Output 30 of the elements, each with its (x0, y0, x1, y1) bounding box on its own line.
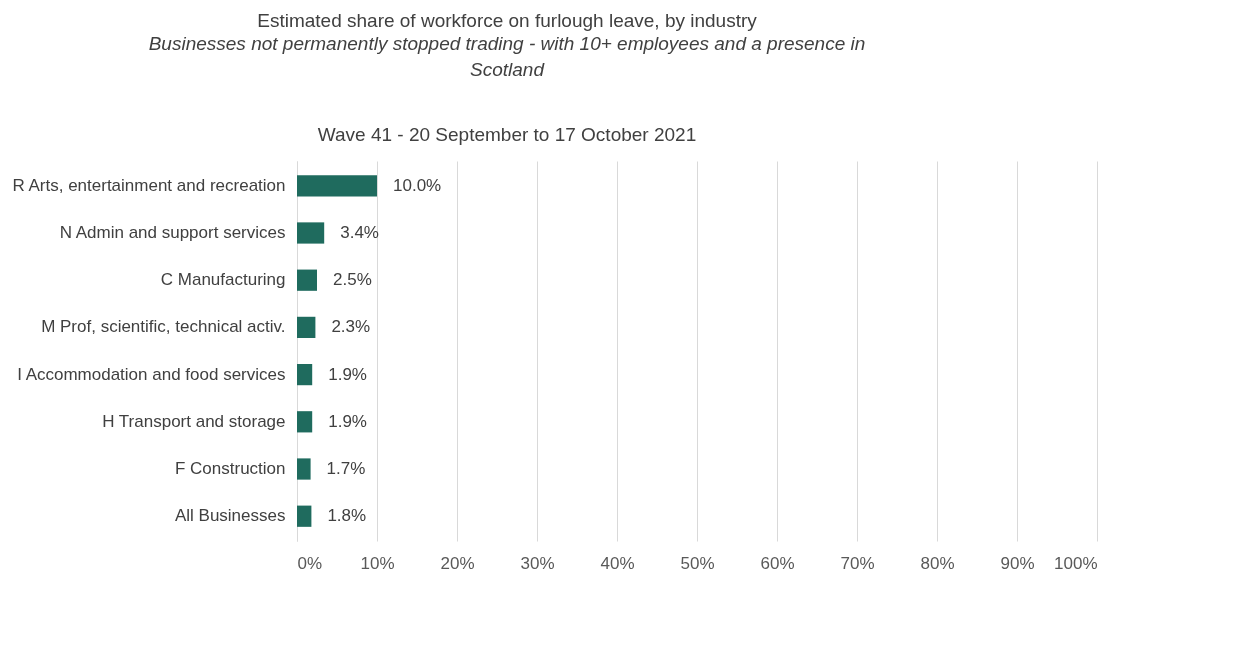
y-tick-label: All Businesses (174, 506, 286, 526)
x-tick-label: 80% (920, 553, 955, 573)
data-label: 3.4% (340, 222, 379, 242)
x-tick-label: 40% (600, 553, 635, 573)
data-label: 1.8% (327, 506, 367, 526)
y-tick-label: M Prof, scientific, technical activ. (41, 317, 286, 337)
y-tick-label: R Arts, entertainment and recreation (12, 175, 286, 195)
x-tick-label: 10% (360, 553, 395, 573)
y-tick-label: F Construction (174, 459, 286, 479)
data-label: 10.0% (393, 175, 442, 195)
x-tick-label: 50% (680, 553, 715, 573)
x-tick-label: 60% (760, 553, 795, 573)
chart-subtitle: Businesses not permanently stopped trading - with 10+ employees and a presence in Scotland (148, 33, 866, 80)
data-label: 2.5% (333, 270, 372, 290)
chart-title: Estimated share of workforce on furlough leave, by industry (257, 10, 758, 31)
x-tick-label: 20% (440, 553, 475, 573)
x-tick-label: 100% (1054, 553, 1098, 573)
data-label: 1.9% (328, 364, 367, 384)
x-tick-label: 0% (297, 553, 323, 573)
data-label: 1.7% (326, 459, 366, 479)
data-label: 2.3% (331, 317, 371, 337)
y-tick-label: C Manufacturing (160, 270, 286, 290)
x-tick-label: 90% (1000, 553, 1035, 573)
data-label: 1.9% (328, 411, 367, 431)
x-tick-label: 70% (840, 553, 875, 573)
x-tick-label: 30% (520, 553, 555, 573)
y-tick-label: H Transport and storage (102, 411, 286, 431)
y-tick-label: I Accommodation and food services (17, 364, 286, 384)
y-tick-label: N Admin and support services (59, 222, 286, 242)
text: Wave 41 - 20 September to 17 October 2021 (317, 124, 697, 145)
